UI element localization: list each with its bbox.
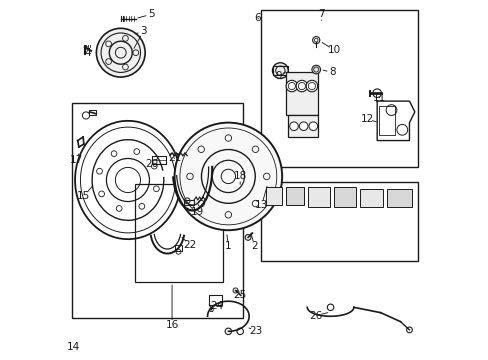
Text: 1: 1: [224, 241, 231, 251]
Bar: [152, 156, 165, 163]
Text: 2: 2: [251, 241, 257, 251]
Text: 23: 23: [249, 325, 262, 336]
Text: 20: 20: [145, 159, 158, 169]
Text: 5: 5: [148, 9, 154, 19]
Bar: [135, 184, 223, 282]
Text: 19: 19: [191, 207, 204, 217]
Text: 8: 8: [328, 67, 335, 77]
Circle shape: [289, 122, 298, 131]
Bar: [260, 182, 418, 261]
Text: 11: 11: [372, 93, 385, 103]
Bar: [183, 200, 194, 205]
Circle shape: [296, 80, 307, 92]
Text: 13: 13: [255, 200, 268, 210]
Text: 6: 6: [254, 13, 261, 23]
Bar: [208, 295, 222, 305]
Bar: [285, 187, 303, 205]
Bar: [378, 107, 394, 135]
Bar: [359, 189, 383, 207]
Text: 18: 18: [233, 171, 246, 181]
Text: 21: 21: [167, 153, 181, 163]
Circle shape: [174, 123, 282, 230]
Circle shape: [285, 80, 297, 92]
Text: 25: 25: [233, 290, 246, 300]
Circle shape: [96, 28, 145, 77]
Text: 15: 15: [77, 191, 90, 201]
Bar: [273, 66, 287, 75]
Bar: [308, 187, 329, 207]
Text: 22: 22: [183, 239, 196, 249]
Bar: [265, 187, 282, 205]
Circle shape: [299, 122, 307, 131]
Circle shape: [272, 63, 287, 78]
Bar: [333, 187, 355, 207]
Circle shape: [311, 65, 320, 74]
Text: 12: 12: [360, 114, 373, 124]
Text: 3: 3: [140, 26, 146, 36]
Text: 17: 17: [70, 155, 83, 165]
Text: 24: 24: [209, 301, 223, 311]
Text: 14: 14: [66, 342, 80, 352]
Text: 10: 10: [327, 45, 340, 55]
Text: 26: 26: [309, 311, 322, 320]
Bar: [285, 72, 317, 116]
Text: 4: 4: [84, 48, 91, 58]
Text: 7: 7: [318, 9, 324, 19]
Text: 16: 16: [165, 320, 178, 330]
Circle shape: [308, 122, 317, 131]
Bar: [386, 189, 411, 207]
Circle shape: [305, 80, 317, 92]
Bar: [88, 111, 96, 115]
Bar: [174, 244, 182, 251]
Bar: [287, 116, 317, 137]
Bar: [72, 103, 242, 318]
Text: 9: 9: [274, 71, 281, 81]
Bar: [260, 10, 418, 167]
